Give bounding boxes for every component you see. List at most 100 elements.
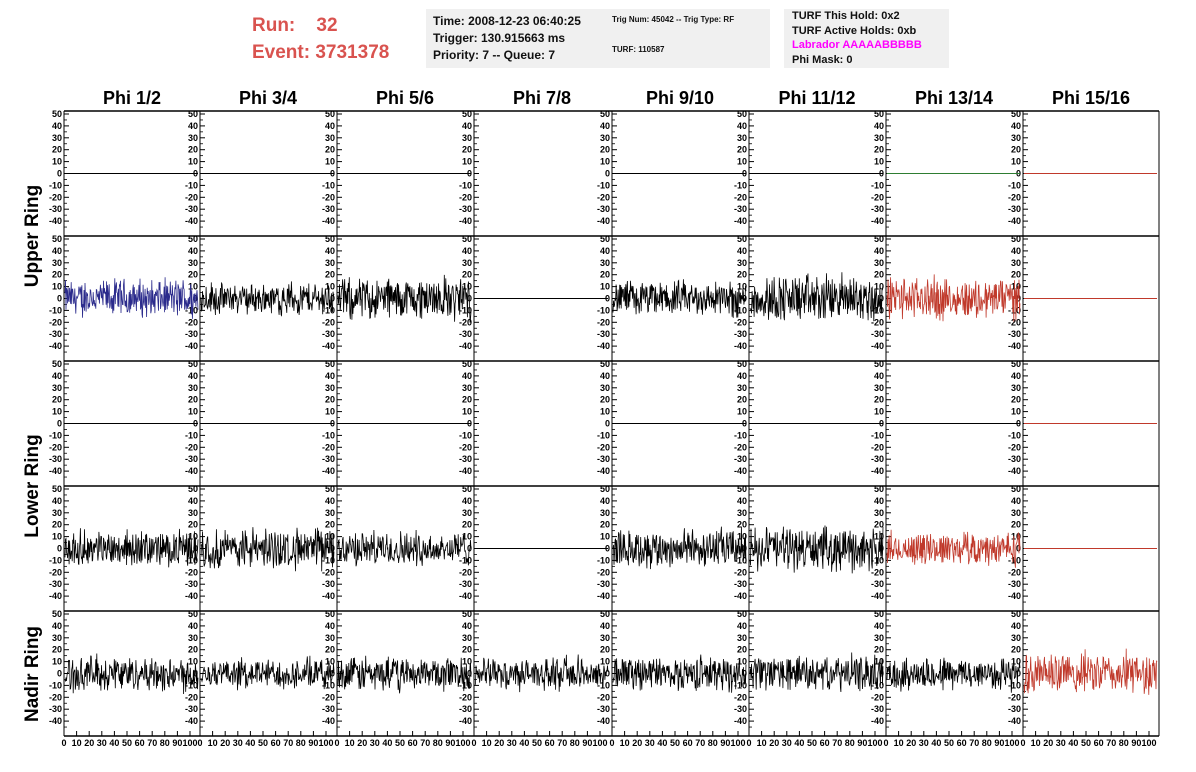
y-tick-label: 40 <box>874 621 884 631</box>
y-tick-label: 0 <box>57 544 62 554</box>
y-tick-label: -30 <box>185 454 198 464</box>
y-tick-label: 30 <box>1011 508 1021 518</box>
y-tick-label: -10 <box>185 430 198 440</box>
y-tick-label: -40 <box>1008 341 1021 351</box>
y-tick-label: -10 <box>734 680 747 690</box>
y-tick-label: 10 <box>1011 657 1021 667</box>
y-tick-label: -20 <box>597 692 610 702</box>
y-tick-label: 10 <box>737 657 747 667</box>
x-tick-label: 50 <box>807 738 817 748</box>
y-tick-label: -20 <box>871 442 884 452</box>
y-tick-label: 50 <box>737 234 747 244</box>
y-tick-label: -20 <box>322 442 335 452</box>
y-tick-label: -20 <box>597 442 610 452</box>
trig-num-text: Trig Num: 45042 -- Trig Type: RF <box>612 15 735 24</box>
y-tick-label: 40 <box>1011 496 1021 506</box>
y-tick-label: 10 <box>462 157 472 167</box>
y-tick-label: -40 <box>322 591 335 601</box>
x-tick-label: 70 <box>1106 738 1116 748</box>
y-tick-label: 30 <box>52 383 62 393</box>
y-tick-label: 40 <box>52 496 62 506</box>
timing-panel: Time: 2008-12-23 06:40:25 Trigger: 130.9… <box>426 9 616 68</box>
column-header-6: Phi 11/12 <box>778 88 855 108</box>
x-tick-label: 40 <box>1068 738 1078 748</box>
turf-text: TURF: 110587 <box>612 45 665 54</box>
y-tick-label: 30 <box>325 258 335 268</box>
y-tick-label: -20 <box>597 567 610 577</box>
y-tick-label: -30 <box>1008 704 1021 714</box>
x-tick-label: 100 <box>455 738 470 748</box>
x-tick-label: 0 <box>334 738 339 748</box>
y-tick-label: -40 <box>49 466 62 476</box>
y-tick-label: 50 <box>52 234 62 244</box>
x-tick-label: 30 <box>97 738 107 748</box>
x-tick-label: 50 <box>670 738 680 748</box>
y-tick-label: 20 <box>188 520 198 530</box>
y-tick-label: 20 <box>737 145 747 155</box>
y-tick-label: -30 <box>49 454 62 464</box>
y-tick-label: 30 <box>874 258 884 268</box>
y-tick-label: 30 <box>52 258 62 268</box>
y-tick-label: 20 <box>462 520 472 530</box>
y-tick-label: 0 <box>605 669 610 679</box>
y-tick-label: 40 <box>600 621 610 631</box>
y-tick-label: -40 <box>1008 466 1021 476</box>
y-tick-label: -30 <box>322 454 335 464</box>
x-tick-label: 40 <box>794 738 804 748</box>
x-tick-label: 60 <box>135 738 145 748</box>
y-tick-label: 40 <box>737 621 747 631</box>
x-tick-label: 0 <box>471 738 476 748</box>
x-tick-label: 50 <box>122 738 132 748</box>
y-tick-label: 40 <box>462 371 472 381</box>
y-tick-label: -40 <box>185 466 198 476</box>
waveform-trace <box>749 272 884 322</box>
y-tick-label: -30 <box>871 204 884 214</box>
column-header-3: Phi 5/6 <box>376 88 434 108</box>
y-tick-label: -20 <box>1008 567 1021 577</box>
y-tick-label: -30 <box>49 704 62 714</box>
y-tick-label: -30 <box>185 329 198 339</box>
y-tick-label: -20 <box>185 192 198 202</box>
y-tick-label: -40 <box>49 716 62 726</box>
y-tick-label: 50 <box>462 234 472 244</box>
x-tick-label: 100 <box>592 738 607 748</box>
waveform-trace <box>749 652 884 693</box>
y-tick-label: 30 <box>52 133 62 143</box>
y-tick-label: 0 <box>57 294 62 304</box>
y-tick-label: 40 <box>325 621 335 631</box>
y-tick-label: 20 <box>737 520 747 530</box>
y-tick-label: 30 <box>600 633 610 643</box>
y-tick-label: -20 <box>1008 692 1021 702</box>
x-tick-label: 30 <box>645 738 655 748</box>
y-tick-label: 20 <box>600 645 610 655</box>
y-tick-label: 50 <box>874 234 884 244</box>
y-tick-label: -10 <box>322 555 335 565</box>
y-tick-label: -30 <box>871 579 884 589</box>
y-tick-label: -30 <box>734 204 747 214</box>
x-tick-label: 40 <box>109 738 119 748</box>
y-tick-label: -20 <box>734 442 747 452</box>
y-tick-label: 10 <box>325 157 335 167</box>
y-tick-label: -30 <box>49 204 62 214</box>
y-tick-label: -10 <box>459 680 472 690</box>
column-header-5: Phi 9/10 <box>646 88 714 108</box>
y-tick-label: 20 <box>737 395 747 405</box>
y-tick-label: 30 <box>325 508 335 518</box>
y-tick-label: 10 <box>462 532 472 542</box>
y-tick-label: -30 <box>1008 204 1021 214</box>
y-tick-label: 20 <box>600 395 610 405</box>
y-tick-label: 20 <box>1011 520 1021 530</box>
y-tick-label: 30 <box>600 133 610 143</box>
y-tick-label: -40 <box>871 716 884 726</box>
x-tick-label: 20 <box>906 738 916 748</box>
x-tick-label: 90 <box>994 738 1004 748</box>
x-tick-label: 20 <box>1043 738 1053 748</box>
y-tick-label: 50 <box>1011 609 1021 619</box>
y-tick-label: 50 <box>52 109 62 119</box>
y-tick-label: -10 <box>1008 430 1021 440</box>
y-tick-label: 20 <box>1011 395 1021 405</box>
row-header-1: Upper Ring <box>22 185 43 287</box>
y-tick-label: 20 <box>874 395 884 405</box>
y-tick-label: -40 <box>597 716 610 726</box>
y-tick-label: 40 <box>874 121 884 131</box>
